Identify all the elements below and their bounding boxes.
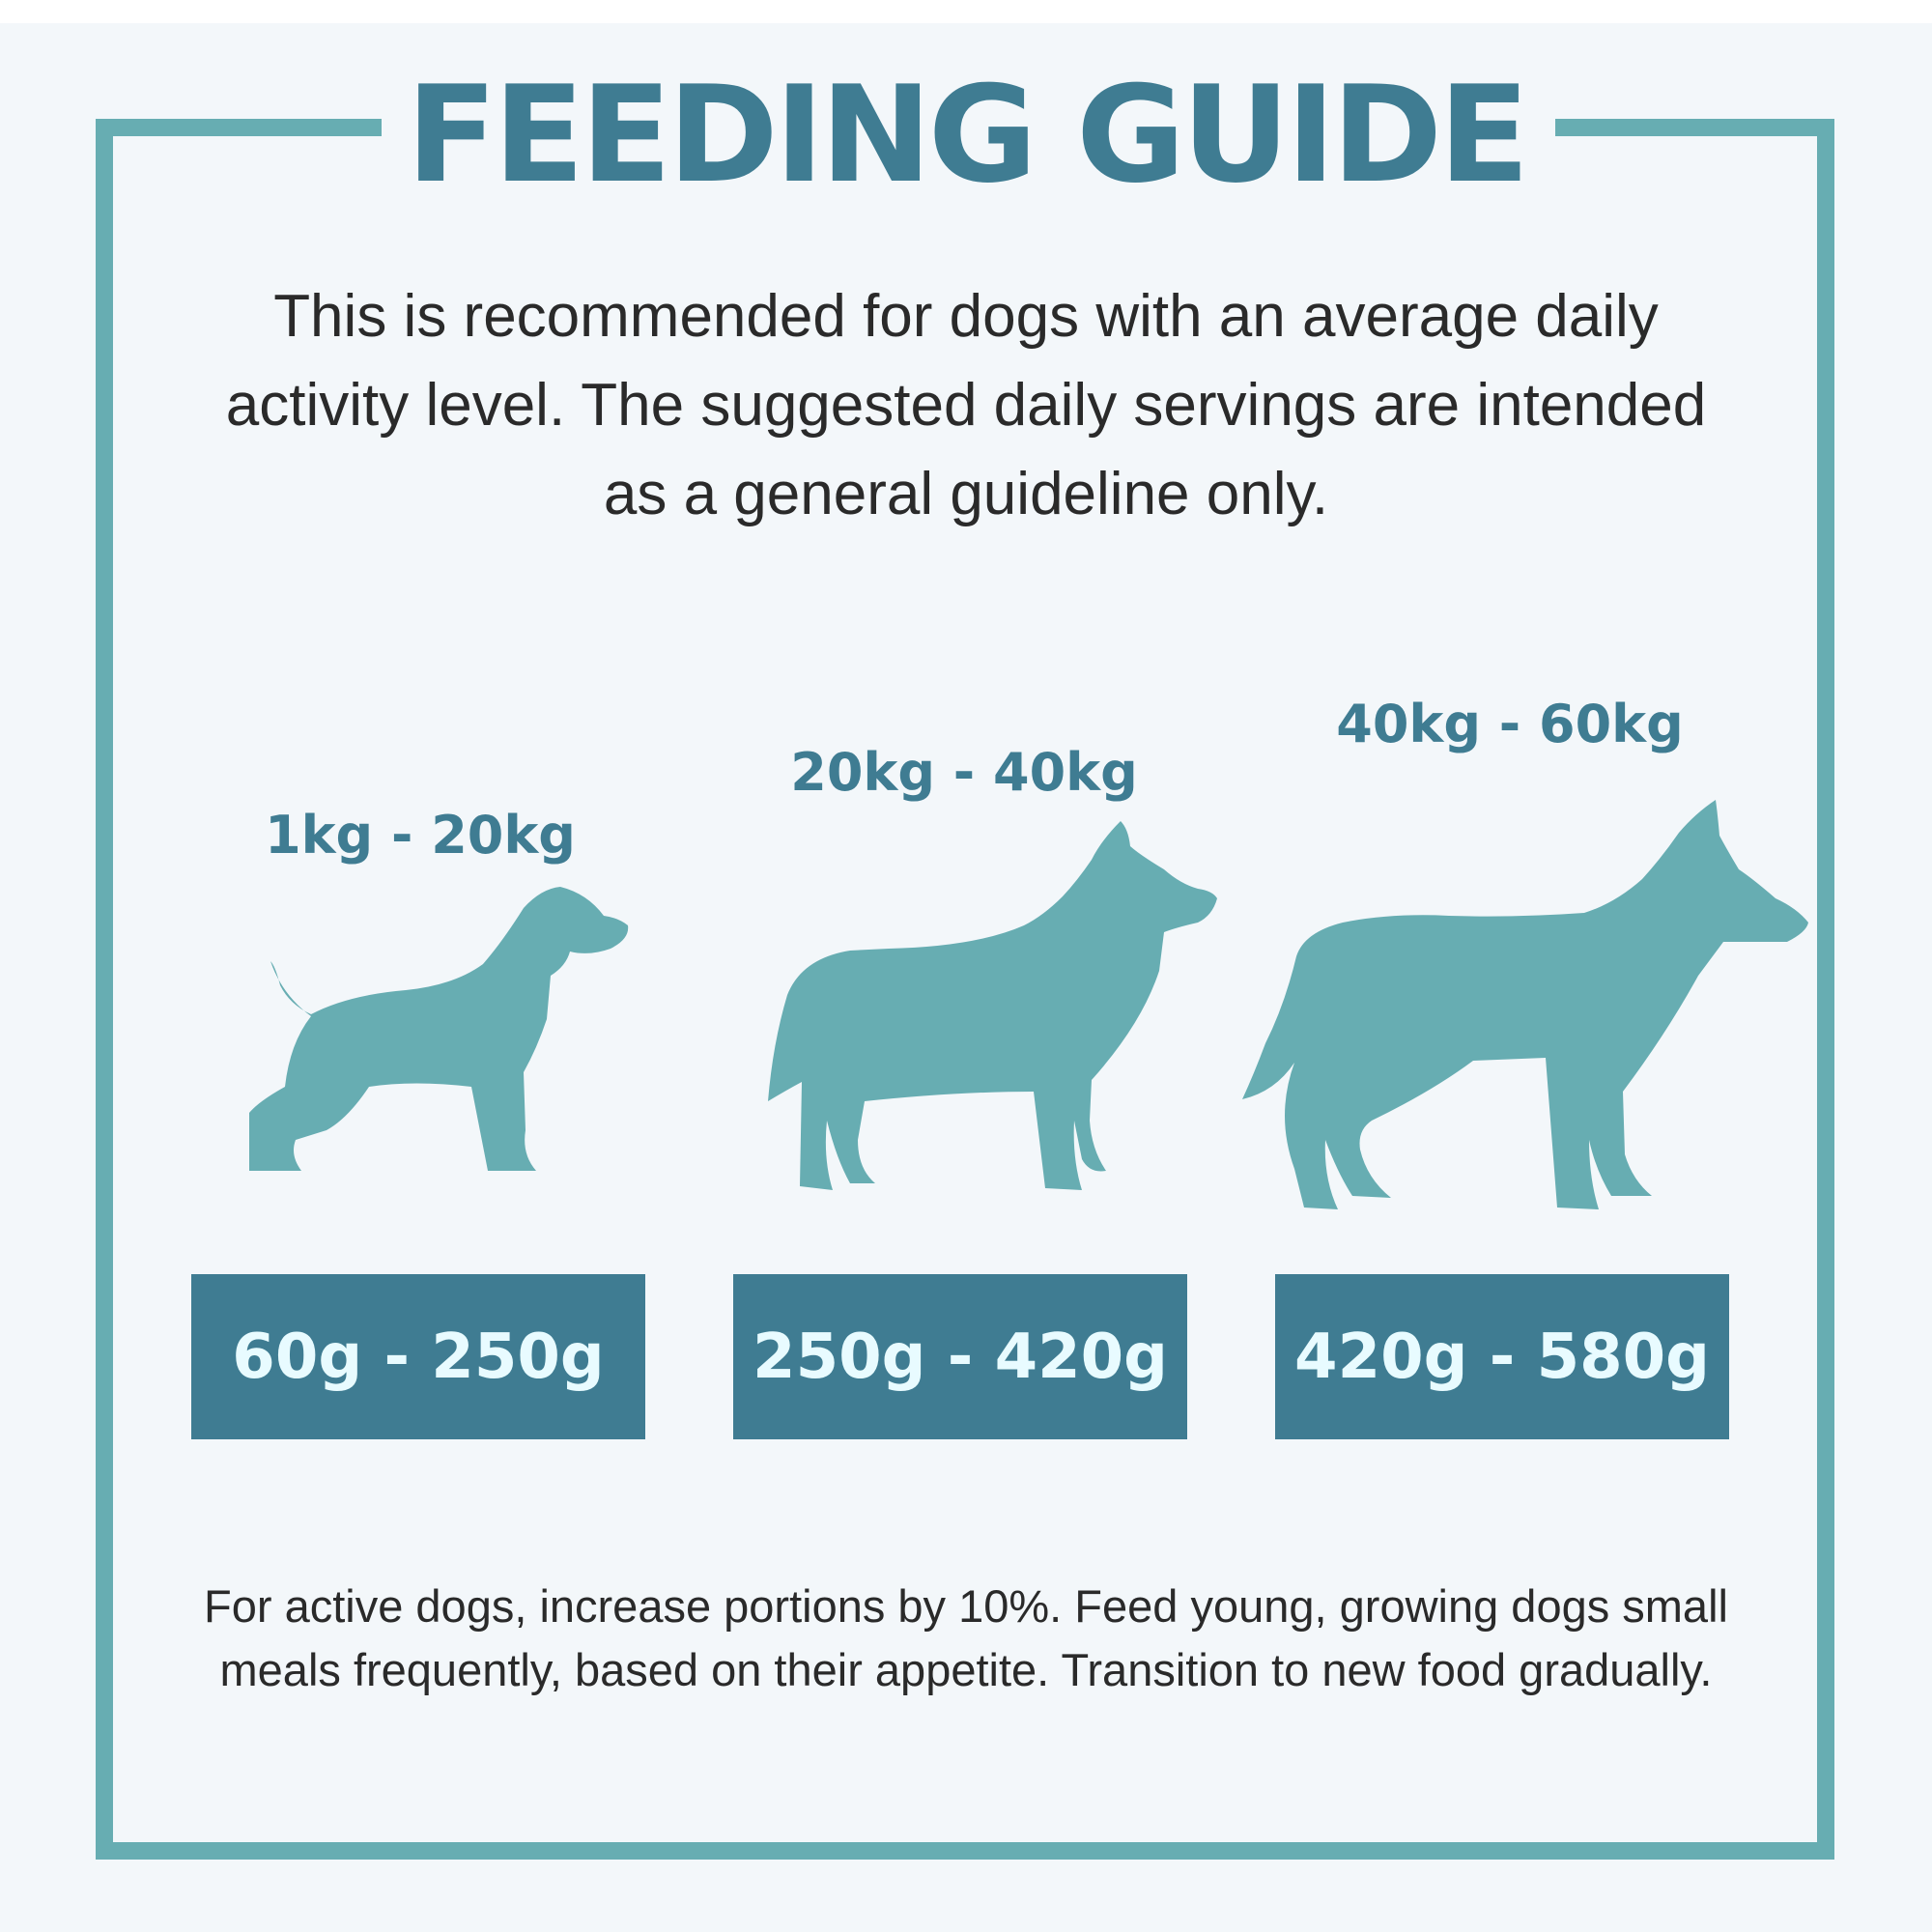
large-dog-icon [1242,800,1808,1209]
medium-dog-icon [768,821,1217,1190]
weight-label-large: 40kg - 60kg [1336,694,1684,754]
intro-text: This is recommended for dogs with an ave… [225,283,1707,527]
portion-box-large: 420g - 580g [1275,1274,1729,1439]
portion-box-small: 60g - 250g [191,1274,645,1439]
small-dog-icon [249,887,629,1171]
weight-label-small: 1kg - 20kg [265,805,576,866]
footer-note: For active dogs, increase portions by 10… [204,1580,1728,1695]
portion-value-small: 60g - 250g [232,1321,605,1393]
portion-value-medium: 250g - 420g [753,1321,1168,1393]
title-gap [382,106,1555,155]
weight-label-medium: 20kg - 40kg [790,742,1138,803]
portion-value-large: 420g - 580g [1294,1321,1710,1393]
page-title: FEEDING GUIDE [406,57,1529,213]
portion-box-medium: 250g - 420g [733,1274,1187,1439]
